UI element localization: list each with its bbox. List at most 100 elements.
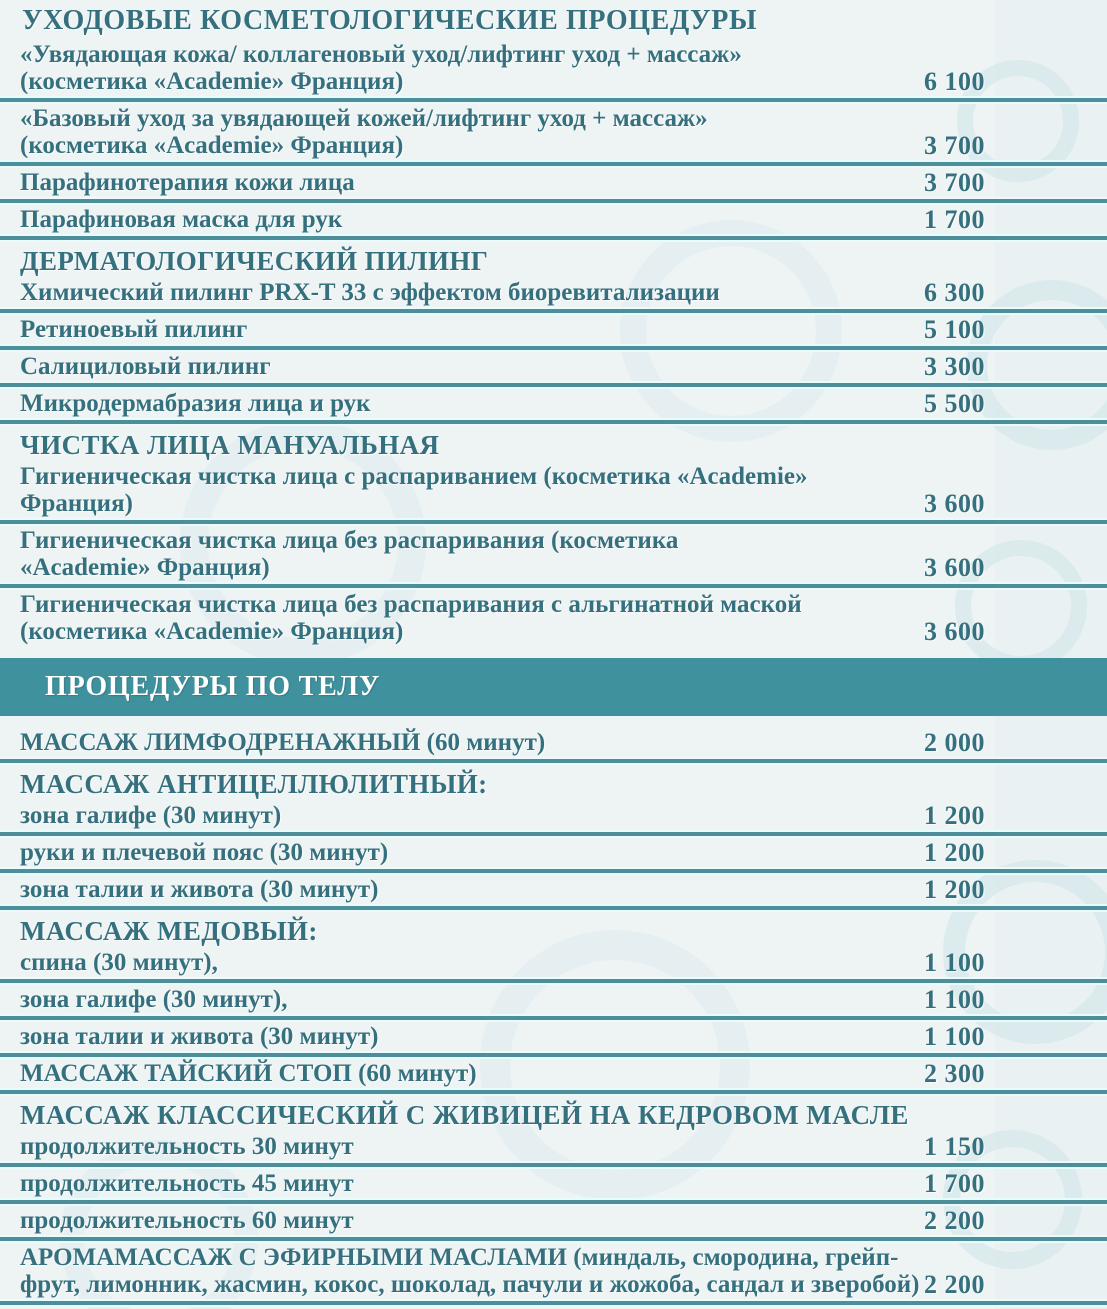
service-price: 3 700 [924,131,985,160]
row-divider [0,197,1107,205]
service-name: «Увядающая кожа/ коллагеновый уход/лифти… [20,41,742,95]
row-divider [0,1161,1107,1169]
service-price: 1 700 [924,1169,985,1198]
group-header: МАССАЖ АНТИЦЕЛЛЮЛИТНЫЙ: [20,769,488,799]
row-divider [0,1198,1107,1206]
row-divider [0,867,1107,875]
row-divider [0,582,1107,590]
service-name: руки и плечевой пояс (30 минут) [20,839,389,866]
service-price: 3 600 [924,617,985,646]
row-divider [0,977,1107,985]
service-row: продолжительность 45 минут 1 700 [0,1169,1107,1198]
service-price: 1 150 [924,1132,985,1161]
service-price: 1 100 [924,985,985,1014]
service-price: 1 700 [924,205,985,234]
service-row: Салициловый пилинг 3 300 [0,352,1107,381]
service-price: 6 300 [924,278,985,307]
service-price: 2 000 [924,728,985,757]
service-row: МАССАЖ ЛИМФОДРЕНАЖНЫЙ (60 минут) 2 000 [0,728,1107,757]
service-name: «Базовый уход за увядающей кожей/лифтинг… [20,105,708,159]
service-price: 1 200 [924,838,985,867]
service-row: Гигиеническая чистка лица с распаривание… [0,462,1107,518]
service-price: 2 300 [924,1059,985,1088]
service-row: АРОМАМАССАЖ С ЭФИРНЫМИ МАСЛАМИ (миндаль,… [0,1243,1107,1299]
service-name: спина (30 минут), [20,949,218,976]
service-price: 6 100 [924,67,985,96]
row-divider [0,518,1107,526]
group-header: МАССАЖ МЕДОВЫЙ: [20,916,318,946]
service-name: зона галифе (30 минут), [20,986,288,1013]
service-row: «Базовый уход за увядающей кожей/лифтинг… [0,104,1107,160]
service-row: зона галифе (30 минут) 1 200 [0,801,1107,830]
service-name: Салициловый пилинг [20,353,271,380]
row-divider [0,1235,1107,1243]
service-name: МАССАЖ ЛИМФОДРЕНАЖНЫЙ (60 минут) [20,729,546,756]
group-header: МАССАЖ КЛАССИЧЕСКИЙ С ЖИВИЦЕЙ НА КЕДРОВО… [20,1100,909,1130]
service-name: Гигиеническая чистка лица с распаривание… [20,463,808,517]
row-divider [0,1014,1107,1022]
service-name: Парафиновая маска для рук [20,206,343,233]
service-name: зона талии и живота (30 минут) [20,1023,379,1050]
service-name: Ретиноевый пилинг [20,316,248,343]
service-price: 5 500 [924,389,985,418]
service-price: 2 200 [924,1270,985,1299]
service-row: Гигиеническая чистка лица без распариван… [0,590,1107,646]
row-divider [0,96,1107,104]
service-name: зона талии и живота (30 минут) [20,876,379,903]
service-name: продолжительность 45 минут [20,1170,354,1197]
service-row: Гигиеническая чистка лица без распариван… [0,526,1107,582]
service-price: 3 300 [924,352,985,381]
service-price: 1 200 [924,875,985,904]
service-name: Гигиеническая чистка лица без распариван… [20,591,802,645]
service-price: 1 100 [924,948,985,977]
body-section-banner: ПРОЦЕДУРЫ ПО ТЕЛУ [0,658,1107,716]
group-header: ЧИСТКА ЛИЦА МАНУАЛЬНАЯ [20,430,440,460]
service-name: зона галифе (30 минут) [20,802,282,829]
service-name: МАССАЖ ТАЙСКИЙ СТОП (60 минут) [20,1060,477,1087]
row-divider [0,830,1107,838]
page-title: УХОДОВЫЕ КОСМЕТОЛОГИЧЕСКИЕ ПРОЦЕДУРЫ [22,5,758,36]
service-row: Химический пилинг PRX-T 33 с эффектом би… [0,278,1107,307]
row-divider [0,1299,1107,1307]
service-row: Микродермабразия лица и рук 5 500 [0,389,1107,418]
service-price: 5 100 [924,315,985,344]
row-divider [0,757,1107,765]
row-divider [0,307,1107,315]
service-price: 3 600 [924,553,985,582]
service-name: Микродермабразия лица и рук [20,390,371,417]
service-name: Гигиеническая чистка лица без распариван… [20,527,679,581]
row-divider [0,1088,1107,1096]
service-row: продолжительность 60 минут 2 200 [0,1206,1107,1235]
service-price: 3 600 [924,489,985,518]
group-header: ДЕРМАТОЛОГИЧЕСКИЙ ПИЛИНГ [20,246,489,276]
row-divider [0,381,1107,389]
service-row: руки и плечевой пояс (30 минут) 1 200 [0,838,1107,867]
service-row: спина (30 минут), 1 100 [0,948,1107,977]
service-row: МАССАЖ ТАЙСКИЙ СТОП (60 минут) 2 300 [0,1059,1107,1088]
service-price: 2 200 [924,1206,985,1235]
service-name: АРОМАМАССАЖ С ЭФИРНЫМИ МАСЛАМИ (миндаль,… [20,1244,920,1298]
service-row: Парафиновая маска для рук 1 700 [0,205,1107,234]
row-divider [0,904,1107,912]
service-name: Парафинотерапия кожи лица [20,169,355,196]
service-row: зона галифе (30 минут), 1 100 [0,985,1107,1014]
service-name: Химический пилинг PRX-T 33 с эффектом би… [20,279,720,306]
row-divider [0,1051,1107,1059]
service-row: зона талии и живота (30 минут) 1 100 [0,1022,1107,1051]
service-row: Ретиноевый пилинг 5 100 [0,315,1107,344]
row-divider [0,418,1107,426]
service-price: 1 100 [924,1022,985,1051]
service-price: 1 200 [924,801,985,830]
row-divider [0,344,1107,352]
service-name: продолжительность 60 минут [20,1207,354,1234]
service-name: продолжительность 30 минут [20,1133,354,1160]
service-row: «Увядающая кожа/ коллагеновый уход/лифти… [0,40,1107,96]
row-divider [0,160,1107,168]
row-divider [0,234,1107,242]
service-row: зона талии и живота (30 минут) 1 200 [0,875,1107,904]
service-row: Парафинотерапия кожи лица 3 700 [0,168,1107,197]
service-price: 3 700 [924,168,985,197]
service-row: продолжительность 30 минут 1 150 [0,1132,1107,1161]
